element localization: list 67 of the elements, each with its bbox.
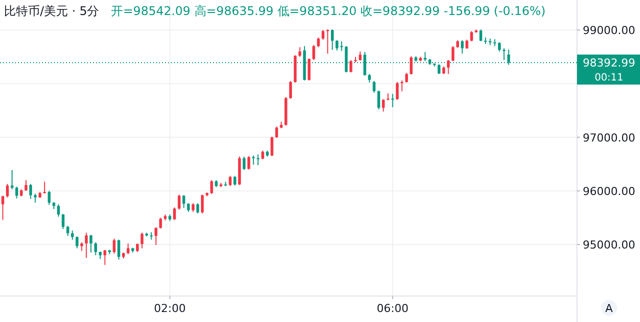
candlestick [308, 58, 310, 81]
candlestick [424, 52, 427, 62]
candlestick [117, 239, 120, 260]
candlestick [460, 40, 464, 54]
candlestick [452, 46, 454, 62]
candlestick [252, 155, 255, 166]
candlestick [270, 136, 274, 157]
candlestick [112, 238, 116, 254]
candlestick [103, 249, 106, 266]
candlestick [330, 28, 334, 50]
candlestick [43, 181, 46, 194]
candlestick [76, 236, 78, 249]
candlestick [382, 98, 385, 112]
y-tick-label: 99000.00 [582, 24, 636, 38]
candlestick [66, 225, 70, 236]
chart-title: 比特币/美元 · 5分 [4, 4, 100, 18]
chart-subtitle: 开=98542.09 高=98635.99 低=98351.20 收=98392.99 -156.99 (-0.16%) [111, 4, 546, 18]
candlestick [470, 30, 473, 42]
candlestick [400, 80, 404, 92]
y-tick-label: 97000.00 [582, 131, 636, 144]
candlestick [24, 180, 28, 192]
candlestick [34, 193, 37, 204]
candlestick [446, 60, 450, 74]
candlestick [242, 156, 246, 170]
ref-line-label: 98392.99 [582, 56, 636, 70]
text: A [605, 302, 614, 315]
candlestick [29, 183, 32, 200]
candlestick [140, 232, 144, 249]
candlestick [6, 183, 9, 198]
candlestick [182, 194, 186, 209]
candlestick [200, 194, 204, 214]
candlestick [466, 39, 468, 50]
candlestick [126, 242, 130, 255]
y-tick-label: 96000.00 [582, 184, 636, 198]
candlestick [256, 154, 260, 166]
candlestick [289, 80, 292, 100]
candlestick [154, 226, 158, 246]
text: 00:11 [594, 72, 624, 84]
candlestick [62, 213, 64, 230]
x-tick-label: 02:00 [154, 302, 186, 315]
candlestick [372, 80, 376, 94]
candlestick [210, 180, 214, 195]
candlestick [275, 126, 278, 138]
candlestick [71, 230, 74, 240]
candlestick [498, 42, 501, 52]
candlestick [312, 44, 316, 61]
candlestick [159, 217, 162, 229]
candlestick [391, 93, 394, 108]
candlestick [94, 242, 98, 256]
candlestick [173, 207, 176, 220]
candlestick [479, 28, 482, 42]
candlestick [358, 50, 362, 62]
candlestick [322, 30, 324, 40]
candlestick [349, 60, 352, 73]
candlestick [317, 37, 320, 48]
candlestick [178, 194, 181, 210]
candlestick [377, 90, 380, 110]
candlestick [502, 48, 506, 61]
candlestick [10, 169, 14, 190]
y-tick-label: 95000.00 [582, 238, 636, 252]
candlestick [233, 175, 236, 186]
candlestick [90, 234, 92, 254]
candlestick [405, 72, 408, 84]
candlestick [247, 156, 250, 170]
candlestick [298, 46, 302, 58]
x-tick-label: 06:00 [376, 302, 408, 315]
candlestick [57, 204, 60, 218]
